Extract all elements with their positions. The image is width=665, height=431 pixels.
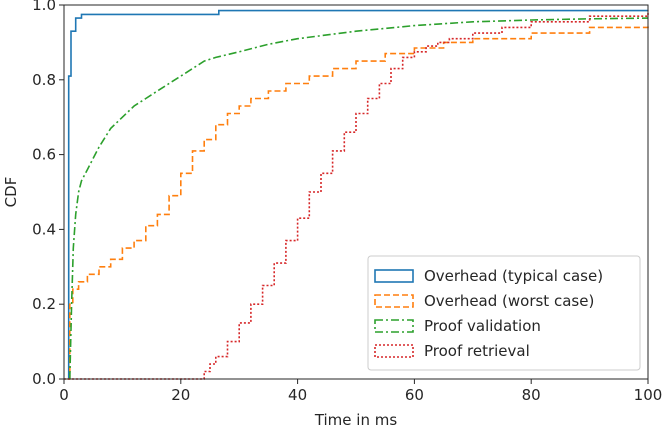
series-line-2: [69, 17, 649, 380]
x-tick-label: 60: [405, 386, 424, 404]
y-tick-label: 0.6: [32, 146, 56, 164]
y-axis-title: CDF: [2, 177, 20, 208]
legend-swatch: [374, 344, 414, 358]
y-tick-label: 0.8: [32, 71, 56, 89]
y-tick-label: 0.4: [32, 220, 56, 238]
x-axis-title: Time in ms: [314, 411, 398, 429]
x-tick-label: 20: [171, 386, 190, 404]
x-tick-label: 40: [288, 386, 307, 404]
x-tick-label: 0: [59, 386, 69, 404]
series-line-0: [67, 9, 648, 379]
legend-label: Overhead (worst case): [424, 292, 594, 310]
y-tick-label: 0.0: [32, 370, 56, 388]
series-line-3: [64, 10, 649, 380]
legend-box: [367, 255, 641, 371]
legend-label: Overhead (typical case): [424, 267, 603, 285]
legend-label: Proof validation: [424, 317, 541, 335]
legend-swatch: [374, 319, 414, 333]
legend-label: Proof retrieval: [424, 342, 530, 360]
x-tick-label: 80: [522, 386, 541, 404]
y-tick-label: 0.2: [32, 295, 56, 313]
legend-swatch: [374, 294, 414, 308]
y-tick-label: 1.0: [32, 0, 56, 14]
plot-frame: [63, 4, 649, 380]
x-tick-label: 100: [634, 386, 663, 404]
ticks-layer: 0 20 40 60 80 100 0.0 0.2 0.4 0.6 0.8 1.0: [32, 0, 662, 404]
legend: Overhead (typical case) Overhead (worst c…: [367, 255, 641, 371]
series-layer: [64, 9, 649, 380]
legend-swatch: [374, 269, 414, 283]
series-line-1: [67, 23, 649, 380]
